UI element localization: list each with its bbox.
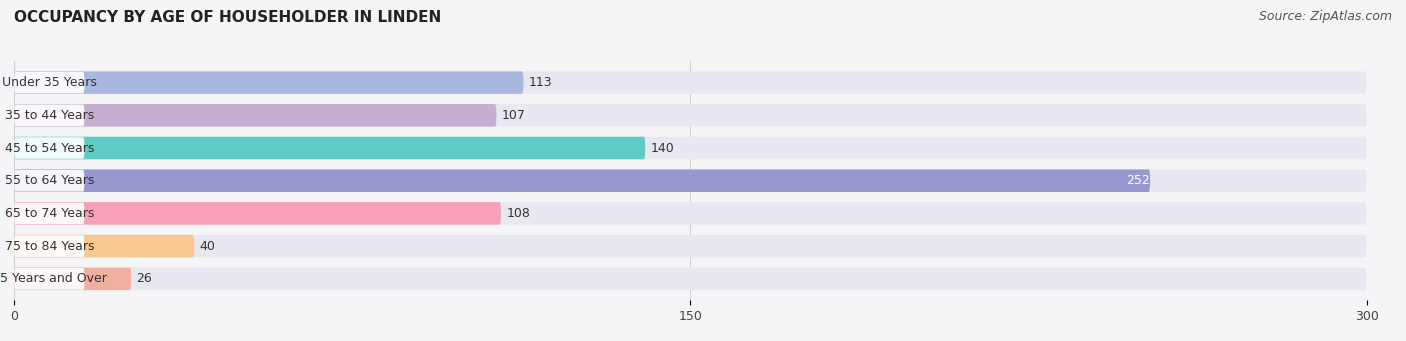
Text: 45 to 54 Years: 45 to 54 Years — [4, 142, 94, 154]
Text: 107: 107 — [502, 109, 526, 122]
FancyBboxPatch shape — [14, 203, 84, 224]
FancyBboxPatch shape — [14, 104, 496, 127]
FancyBboxPatch shape — [14, 202, 501, 225]
Text: 252: 252 — [1126, 174, 1150, 187]
FancyBboxPatch shape — [14, 268, 131, 290]
FancyBboxPatch shape — [14, 71, 523, 94]
Text: 113: 113 — [529, 76, 553, 89]
FancyBboxPatch shape — [14, 268, 1367, 290]
Text: Source: ZipAtlas.com: Source: ZipAtlas.com — [1258, 10, 1392, 23]
Text: Under 35 Years: Under 35 Years — [1, 76, 97, 89]
FancyBboxPatch shape — [14, 169, 1150, 192]
Text: 35 to 44 Years: 35 to 44 Years — [4, 109, 94, 122]
FancyBboxPatch shape — [14, 169, 1367, 192]
FancyBboxPatch shape — [14, 137, 645, 159]
FancyBboxPatch shape — [14, 105, 84, 126]
Text: 40: 40 — [200, 240, 215, 253]
Text: 140: 140 — [651, 142, 675, 154]
FancyBboxPatch shape — [14, 268, 84, 290]
Text: 26: 26 — [136, 272, 152, 285]
FancyBboxPatch shape — [14, 72, 84, 93]
FancyBboxPatch shape — [14, 137, 84, 159]
Text: 65 to 74 Years: 65 to 74 Years — [4, 207, 94, 220]
Text: 108: 108 — [506, 207, 530, 220]
FancyBboxPatch shape — [14, 104, 1367, 127]
FancyBboxPatch shape — [14, 71, 1367, 94]
Text: 75 to 84 Years: 75 to 84 Years — [4, 240, 94, 253]
FancyBboxPatch shape — [14, 235, 1367, 257]
Text: 85 Years and Over: 85 Years and Over — [0, 272, 107, 285]
FancyBboxPatch shape — [14, 235, 194, 257]
FancyBboxPatch shape — [14, 137, 1367, 159]
FancyBboxPatch shape — [14, 235, 84, 257]
Text: 55 to 64 Years: 55 to 64 Years — [4, 174, 94, 187]
FancyBboxPatch shape — [14, 170, 84, 192]
FancyBboxPatch shape — [14, 202, 1367, 225]
Text: OCCUPANCY BY AGE OF HOUSEHOLDER IN LINDEN: OCCUPANCY BY AGE OF HOUSEHOLDER IN LINDE… — [14, 10, 441, 25]
